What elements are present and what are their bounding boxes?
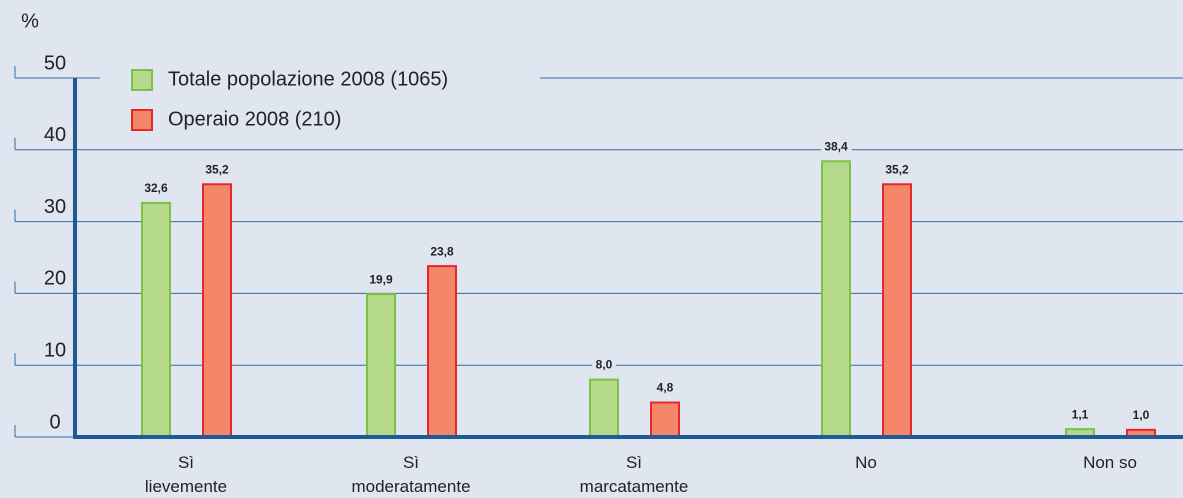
x-tick-label-line: Sì <box>178 453 194 472</box>
x-tick-label: Non so <box>1083 453 1137 472</box>
y-tick-label: 30 <box>44 196 66 218</box>
x-tick-label: No <box>855 453 877 472</box>
x-tick-label-line: Sì <box>626 453 642 472</box>
bar <box>821 160 851 438</box>
x-tick-label-line: lievemente <box>145 477 227 496</box>
legend-label: Operaio 2008 (210) <box>168 108 341 130</box>
legend-label: Totale popolazione 2008 (1065) <box>168 68 448 90</box>
value-label: 1,0 <box>1133 408 1150 422</box>
value-label: 23,8 <box>430 244 454 258</box>
bar <box>141 201 171 438</box>
x-tick-label: Sì lievemente <box>145 453 227 496</box>
legend-swatch <box>131 109 153 131</box>
bar <box>202 183 232 438</box>
x-tick-label: Sì moderatamente <box>351 453 470 496</box>
legend-background <box>100 62 540 140</box>
x-tick-label-line: Non so <box>1083 453 1137 472</box>
x-tick-label-line: marcatamente <box>580 477 689 496</box>
y-axis-label: % <box>21 10 39 32</box>
x-tick-label-line: Sì <box>403 453 419 472</box>
value-label: 32,6 <box>144 181 168 195</box>
bar <box>650 401 680 439</box>
y-tick-label: 40 <box>44 124 66 146</box>
bar <box>882 183 912 438</box>
x-tick-label-line: moderatamente <box>351 477 470 496</box>
value-label: 1,1 <box>1072 407 1089 421</box>
value-label: 4,8 <box>657 381 674 395</box>
y-tick-label: 0 <box>49 411 60 433</box>
x-tick-label: Sì marcatamente <box>580 453 689 496</box>
value-label: 19,9 <box>369 272 393 286</box>
bar <box>427 265 457 438</box>
y-tick-label: 50 <box>44 52 66 74</box>
x-tick-label-line: No <box>855 453 877 472</box>
y-tick-label: 20 <box>44 268 66 290</box>
legend-swatch <box>131 69 153 91</box>
value-label: 35,2 <box>205 162 229 176</box>
bar <box>589 378 619 438</box>
value-label: 38,4 <box>824 139 848 153</box>
bar <box>366 293 396 439</box>
y-tick-label: 10 <box>44 339 66 361</box>
value-label: 35,2 <box>885 162 909 176</box>
value-label: 8,0 <box>596 358 613 372</box>
